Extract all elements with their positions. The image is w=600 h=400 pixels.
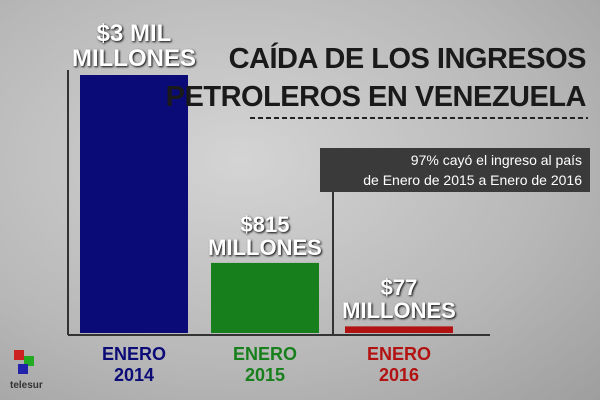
logo-icon — [24, 356, 34, 366]
value-label: $77 MILLONES — [342, 275, 456, 324]
logo-icon — [14, 350, 24, 360]
logo-icon — [18, 364, 28, 374]
bar — [211, 262, 319, 333]
bar — [345, 326, 453, 333]
x-tick-label: ENERO 2014 — [101, 344, 166, 385]
x-tick-label: ENERO 2015 — [232, 344, 297, 385]
chart-title: CAÍDA DE LOS INGRESOS PETROLEROS EN VENE… — [165, 43, 587, 113]
value-label: $815 MILLONES — [208, 211, 322, 260]
annotation: 97% cayó el ingreso al país de Enero de … — [320, 148, 590, 192]
value-label: $3 MIL MILLONES — [72, 19, 196, 72]
x-tick-label: ENERO 2016 — [366, 344, 431, 385]
bar — [80, 75, 188, 333]
logo: telesur — [10, 380, 43, 391]
